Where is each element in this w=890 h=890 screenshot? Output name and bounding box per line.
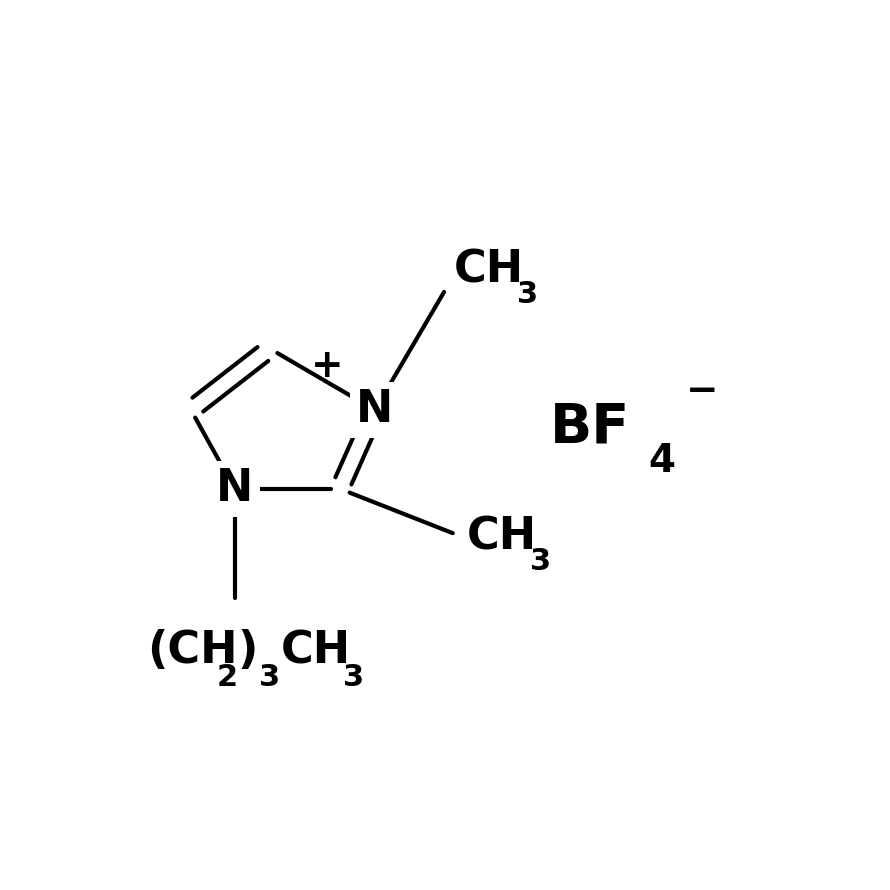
Text: CH: CH (454, 248, 524, 291)
Text: 3: 3 (259, 663, 280, 692)
Text: CH: CH (280, 629, 351, 672)
Text: +: + (311, 347, 343, 385)
Text: 3: 3 (517, 279, 538, 309)
Text: 3: 3 (530, 547, 551, 576)
Text: 4: 4 (648, 441, 676, 480)
Text: −: − (686, 372, 718, 409)
Text: (CH: (CH (147, 629, 238, 672)
Text: N: N (356, 388, 393, 432)
Text: 3: 3 (344, 663, 365, 692)
Text: ): ) (238, 629, 258, 672)
Text: CH: CH (467, 515, 537, 559)
Text: BF: BF (550, 400, 630, 455)
Text: N: N (216, 467, 254, 510)
Text: 2: 2 (216, 663, 238, 692)
